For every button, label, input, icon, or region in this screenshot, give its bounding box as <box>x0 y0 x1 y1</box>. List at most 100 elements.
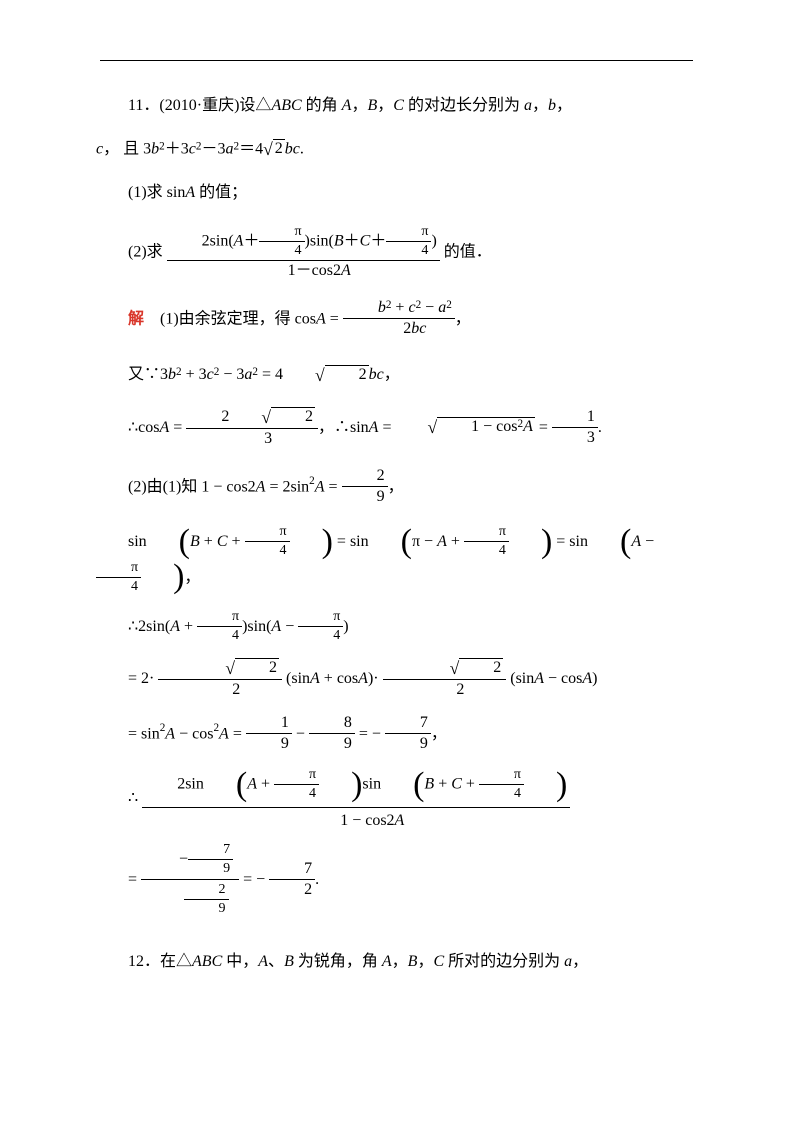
p12-a: 在△ <box>160 953 192 970</box>
p12-d: 所对的边分别为 <box>444 953 564 970</box>
s5comma: ， <box>184 569 200 586</box>
p11-sqrt-rad: 2 <box>273 139 285 158</box>
s10-big: −79 29 <box>141 840 239 919</box>
s1-cosnum: b2 + c2 − a2 <box>343 299 455 319</box>
s8d3: 9 <box>385 734 431 753</box>
p12-tail: ， <box>572 953 588 970</box>
sol-9: ∴ 2sin(A + π4)sin(B + C + π4) 1 − cos2A <box>96 767 697 830</box>
s10bd: 9 <box>184 900 229 917</box>
s2d: = 4 <box>258 366 283 383</box>
p11-source: (2010·重庆) <box>159 97 239 114</box>
s2rad: 2 <box>325 365 369 384</box>
s2tail: bc <box>369 366 384 383</box>
pi4n6: π <box>197 609 242 627</box>
s10-botwrap: 29 <box>141 880 239 919</box>
p11-stem-1: 11．(2010·重庆)设△ABC 的角 A，B，C 的对边长分别为 a，b， <box>96 85 697 127</box>
s7m4: (sin <box>510 670 534 687</box>
s3a: ∴cos <box>128 419 160 436</box>
p12-A: A <box>258 953 268 970</box>
s7-f2: 22 <box>383 658 507 700</box>
s8f3: 79 <box>385 714 431 754</box>
s4a: (2)由(1)知 1 − cos2 <box>128 478 256 495</box>
s8n2: 8 <box>309 714 355 734</box>
p11-r3: ＝4 <box>239 140 263 157</box>
sol-5: sin(B + C + π4) = sin(π − A + π4) = sin(… <box>96 524 697 594</box>
s4A: A <box>256 478 266 495</box>
sol-8: = sin2A − cos2A = 19 − 89 = − 79， <box>96 714 697 754</box>
p11-e: 且 3 <box>123 140 151 157</box>
pi4n4: π <box>464 524 509 542</box>
s7m2: + cos <box>320 670 358 687</box>
p12-c: 为锐角，角 <box>294 953 382 970</box>
pi4d7: 4 <box>298 627 343 644</box>
p11-q2-num: 2sin(A＋π4)sin(B＋C＋π4) <box>167 224 440 261</box>
s3eq3: = <box>535 419 552 436</box>
s3A: A <box>160 419 170 436</box>
s2c2: c <box>207 366 214 383</box>
sol-1: 解 (1)由余弦定理，得 cosA = b2 + c2 − a2 2bc ， <box>96 299 697 339</box>
s10bn: 2 <box>184 882 229 900</box>
s5a: sin <box>128 533 147 550</box>
s5b: = sin <box>337 533 369 550</box>
s3eq2: = <box>378 419 395 436</box>
pi4d1: 4 <box>259 242 304 259</box>
s9-den: 1 − cos2A <box>142 808 570 830</box>
pi4d4: 4 <box>464 542 509 559</box>
p11-sqrt: 2 <box>263 127 285 173</box>
s8n3: 7 <box>385 714 431 734</box>
s7end: ) <box>592 670 597 687</box>
p12-b: 中， <box>222 953 258 970</box>
p12-stem: 12．在△ABC 中，A、B 为锐角，角 A，B，C 所对的边分别为 a， <box>96 941 697 983</box>
pi4d3: 4 <box>245 542 290 559</box>
pi4n8: π <box>274 767 319 785</box>
p11-q2a: (2)求 <box>128 244 163 261</box>
s8a: = sin <box>128 725 160 742</box>
p11-q2tail: 的值． <box>444 244 492 261</box>
s6b: + <box>180 618 197 635</box>
s3end: . <box>598 419 602 436</box>
s8d1: 9 <box>246 734 292 753</box>
answer-label: 解 <box>128 310 144 327</box>
p12-B: B <box>284 953 294 970</box>
s10-topwrap: −79 <box>141 840 239 880</box>
sol-7: = 2· 22 (sinA + cosA)· 22 (sinA − cosA) <box>96 658 697 700</box>
s4A2: A <box>315 478 325 495</box>
s10eq2: = − <box>243 871 269 888</box>
s7a: = 2· <box>128 670 154 687</box>
s4sup: 2 <box>309 475 315 487</box>
s2b2: b <box>168 366 176 383</box>
s8f1: 19 <box>246 714 292 754</box>
p12-dot: 、 <box>268 953 284 970</box>
s2a: 又∵3 <box>128 366 168 383</box>
s4n: 2 <box>342 467 388 487</box>
s8eq2: = − <box>359 725 385 742</box>
s8c: = <box>229 725 246 742</box>
p11-s1c: 的角 <box>302 97 342 114</box>
s1a: (1)由余弦定理，得 cos <box>160 310 316 327</box>
s7m1: (sin <box>286 670 310 687</box>
p12-B2: B <box>408 953 418 970</box>
s10rn: 7 <box>269 860 315 880</box>
s3r2: 1 − cos2A <box>437 417 535 436</box>
p11-q2: (2)求 2sin(A＋π4)sin(B＋C＋π4) 1－cos2A 的值． <box>96 224 697 281</box>
p11-label: 11． <box>128 97 159 114</box>
s8d2: 9 <box>309 734 355 753</box>
s9-bigfrac: 2sin(A + π4)sin(B + C + π4) 1 − cos2A <box>142 767 570 830</box>
pi4d6: 4 <box>197 627 242 644</box>
s7m3: )· <box>368 670 379 687</box>
s3-n1: 22 <box>186 407 318 429</box>
s2end: ， <box>384 366 400 383</box>
s5C: C <box>217 533 228 550</box>
pi4n2: π <box>386 224 431 242</box>
s2sqrt: 2 <box>283 356 369 395</box>
p11-bc: bc <box>285 140 300 157</box>
sol-2: 又∵3b2 + 3c2 − 3a2 = 42bc， <box>96 356 697 395</box>
p11-sep1: ， <box>351 97 367 114</box>
s4c: = <box>325 478 342 495</box>
s3-frac1: 22 3 <box>186 407 318 449</box>
s6c: )sin( <box>242 618 271 635</box>
s2b: + 3 <box>182 366 207 383</box>
s4comma: ， <box>388 478 404 495</box>
s6d: − <box>281 618 298 635</box>
p12-C: C <box>433 953 444 970</box>
